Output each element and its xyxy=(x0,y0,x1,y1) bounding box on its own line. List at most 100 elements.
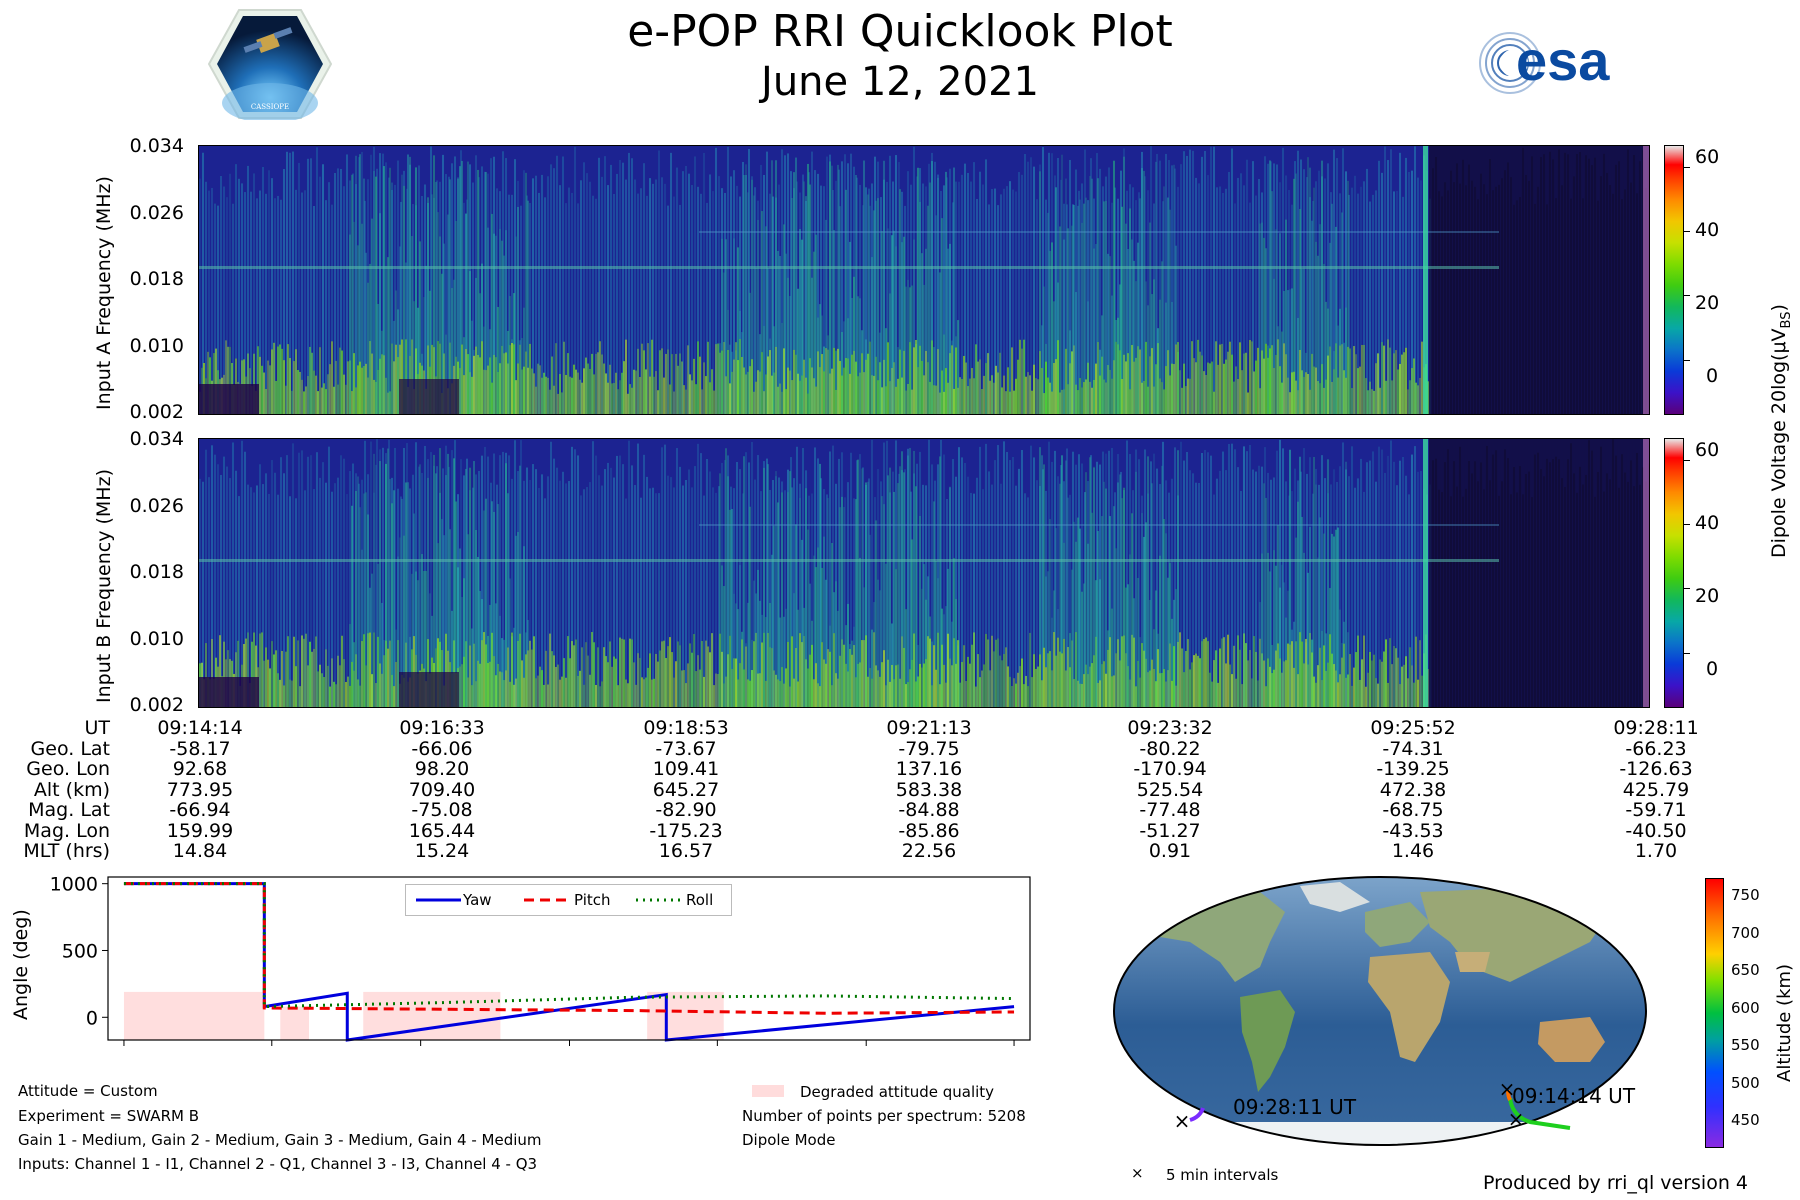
ephemeris-cell: -84.88 xyxy=(898,799,960,821)
ephemeris-cell: 22.56 xyxy=(901,840,957,862)
ytick-a-4: 0.002 xyxy=(129,401,184,423)
attitude-ytick-label: 1000 xyxy=(50,874,98,896)
colorbar-label-sub: BS xyxy=(1778,311,1794,329)
colorbar-a xyxy=(1664,145,1684,415)
ephemeris-cell: -51.27 xyxy=(1139,819,1201,842)
colorbar-tick-mark xyxy=(1684,588,1690,590)
ephemeris-cell: 09:21:13 xyxy=(886,717,972,739)
legend-yaw: Yaw xyxy=(463,891,492,909)
degraded-legend-text: Degraded attitude quality xyxy=(800,1083,995,1101)
attitude-ytick-label: 500 xyxy=(62,940,98,962)
cb-b-tick-20: 20 xyxy=(1695,585,1720,607)
colorbar-tick-mark xyxy=(1684,459,1690,461)
legend-pitch: Pitch xyxy=(574,891,611,909)
map-australia xyxy=(1538,1017,1605,1062)
ephemeris-cell: 525.54 xyxy=(1136,778,1204,801)
interval-legend-marker: × xyxy=(1131,1164,1144,1182)
cassiope-logo-text: CASSIOPE xyxy=(251,103,289,111)
cb-a-tick-20: 20 xyxy=(1695,292,1720,314)
altitude-tick-label: 450 xyxy=(1731,1111,1760,1129)
cassiope-logo: CASSIOPE xyxy=(207,8,333,123)
ephemeris-cell: -66.06 xyxy=(411,737,473,760)
ephemeris-cell: 15.24 xyxy=(414,840,470,862)
colorbar-tick-mark xyxy=(1684,166,1690,168)
ytick-b-2: 0.018 xyxy=(129,561,184,583)
page-title: e-POP RRI Quicklook Plot xyxy=(627,6,1173,57)
ephemeris-cell: 09:18:53 xyxy=(643,717,729,739)
colorbar-label: Dipole Voltage 20log(μVBS) xyxy=(1768,304,1794,558)
ephemeris-cell: 09:28:11 xyxy=(1613,717,1699,739)
ephemeris-cell: -77.48 xyxy=(1139,799,1201,821)
spectrogram-input-b xyxy=(198,438,1650,708)
cb-b-tick-40: 40 xyxy=(1695,512,1720,534)
map-start-marker: × xyxy=(1499,1077,1516,1101)
note-gains: Gain 1 - Medium, Gain 2 - Medium, Gain 3… xyxy=(18,1131,542,1149)
ephemeris-cell: -73.67 xyxy=(655,737,717,760)
ephemeris-cell: 09:14:14 xyxy=(157,717,243,739)
ephemeris-cell: 583.38 xyxy=(895,778,963,801)
series-roll xyxy=(123,882,1015,1009)
esa-logo: esa xyxy=(1476,28,1696,98)
ephemeris-row-label: Alt (km) xyxy=(33,778,110,801)
ephemeris-row-label: MLT (hrs) xyxy=(23,840,110,862)
ephemeris-cell: 472.38 xyxy=(1379,778,1447,801)
colorbar-tick-mark xyxy=(1684,231,1690,233)
ytick-a-2: 0.018 xyxy=(129,268,184,290)
ephemeris-cell: 16.57 xyxy=(658,840,714,862)
ephemeris-cell: -85.86 xyxy=(898,819,960,842)
ephemeris-cell: -126.63 xyxy=(1619,758,1693,780)
ephemeris-cell: 773.95 xyxy=(166,778,234,801)
altitude-tick-label: 700 xyxy=(1731,923,1760,942)
altitude-tick-label: 600 xyxy=(1731,998,1760,1017)
ephemeris-cell: -175.23 xyxy=(649,819,723,842)
ephemeris-cell: -66.94 xyxy=(169,799,231,821)
note-points: Number of points per spectrum: 5208 xyxy=(742,1107,1026,1125)
note-experiment: Experiment = SWARM B xyxy=(18,1107,199,1125)
ephemeris-cell: 1.46 xyxy=(1391,840,1435,862)
ephemeris-cell: 645.27 xyxy=(652,778,720,801)
ephemeris-cell: 09:25:52 xyxy=(1370,717,1456,739)
degraded-legend-swatch xyxy=(752,1085,784,1097)
degraded-region xyxy=(647,991,724,1040)
attitude-ylabel: Angle (deg) xyxy=(10,909,32,1020)
colorbar-tick-mark xyxy=(1684,652,1690,654)
ephemeris-cell: 425.79 xyxy=(1622,778,1690,801)
ephemeris-cell: 09:16:33 xyxy=(399,717,485,739)
attitude-legend: Yaw Pitch Roll xyxy=(405,884,732,916)
map-interval-marker: × xyxy=(1508,1107,1525,1131)
ephemeris-cell: -74.31 xyxy=(1382,737,1444,760)
map-track-end xyxy=(1189,1107,1205,1122)
colorbar-tick-mark xyxy=(1684,524,1690,526)
colorbar-label-text: Dipole Voltage 20log(μV xyxy=(1768,328,1790,558)
ephemeris-cell: 0.91 xyxy=(1148,840,1192,862)
ytick-b-1: 0.026 xyxy=(129,495,184,517)
ephemeris-cell: -75.08 xyxy=(411,799,473,821)
ytick-b-3: 0.010 xyxy=(129,628,184,650)
degraded-region xyxy=(123,991,265,1040)
ytick-a-1: 0.026 xyxy=(129,202,184,224)
ephemeris-cell: 14.84 xyxy=(172,840,228,862)
altitude-tick-label: 550 xyxy=(1731,1036,1760,1054)
colorbar-b xyxy=(1664,438,1684,708)
map-end-label: 09:28:11 UT xyxy=(1233,1095,1357,1119)
cb-a-tick-40: 40 xyxy=(1695,219,1720,241)
ephemeris-row-label: UT xyxy=(84,717,110,739)
degraded-region xyxy=(363,991,501,1040)
ytick-a-0: 0.034 xyxy=(129,135,184,157)
map-end-marker: × xyxy=(1174,1109,1191,1133)
world-map: × × × xyxy=(1110,872,1650,1150)
ytick-b-4: 0.002 xyxy=(129,694,184,716)
map-start-label: 09:14:14 UT xyxy=(1512,1084,1636,1108)
ephemeris-cell: 98.20 xyxy=(414,758,470,780)
cb-b-tick-0: 0 xyxy=(1706,658,1719,680)
altitude-tick-label: 500 xyxy=(1731,1073,1760,1092)
note-mode: Dipole Mode xyxy=(742,1131,836,1149)
ephemeris-cell: -79.75 xyxy=(898,737,960,760)
cb-b-tick-60: 60 xyxy=(1695,439,1720,461)
note-inputs: Inputs: Channel 1 - I1, Channel 2 - Q1, … xyxy=(18,1155,538,1173)
page-date: June 12, 2021 xyxy=(761,59,1039,105)
ephemeris-row-label: Mag. Lon xyxy=(23,819,110,842)
altitude-colorbar xyxy=(1705,878,1724,1148)
map-africa xyxy=(1368,952,1450,1062)
ephemeris-cell: -82.90 xyxy=(655,799,717,821)
